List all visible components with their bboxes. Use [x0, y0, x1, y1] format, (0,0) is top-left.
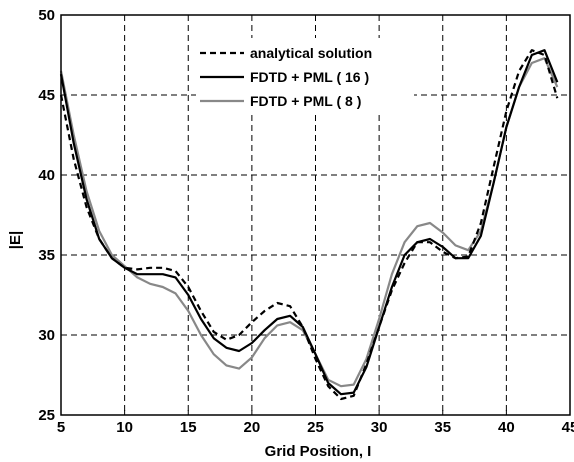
x-tick-label: 40: [498, 419, 515, 436]
x-tick-label: 25: [307, 419, 324, 436]
y-tick-label: 35: [38, 247, 55, 264]
legend: analytical solution FDTD + PML ( 16 ) FD…: [196, 38, 414, 112]
x-tick-label: 15: [180, 419, 197, 436]
legend-label-fdtd-pml-16: FDTD + PML ( 16 ): [250, 69, 369, 85]
x-tick-label: 30: [371, 419, 388, 436]
y-tick-label: 25: [38, 407, 55, 424]
x-tick-label: 10: [116, 419, 133, 436]
x-axis-label: Grid Position, I: [265, 443, 372, 460]
x-tick-label: 5: [57, 419, 65, 436]
series-layer: [59, 49, 559, 401]
x-tick-label: 35: [434, 419, 451, 436]
series-line-fdtd-pml-16: [59, 49, 559, 396]
x-tick-label: 45: [562, 419, 574, 436]
tick-layer: 5 10 15 20 25 30 35 40 45 25 30 35 40 45 50: [38, 7, 574, 436]
legend-background: [196, 38, 414, 112]
y-tick-label: 50: [38, 7, 55, 24]
legend-label-fdtd-pml-8: FDTD + PML ( 8 ): [250, 93, 361, 109]
y-axis-label: |E|: [7, 231, 24, 249]
y-tick-label: 40: [38, 167, 55, 184]
legend-label-analytical-solution: analytical solution: [250, 45, 372, 61]
y-tick-label: 45: [38, 87, 55, 104]
y-tick-label: 30: [38, 327, 55, 344]
x-tick-label: 20: [244, 419, 261, 436]
